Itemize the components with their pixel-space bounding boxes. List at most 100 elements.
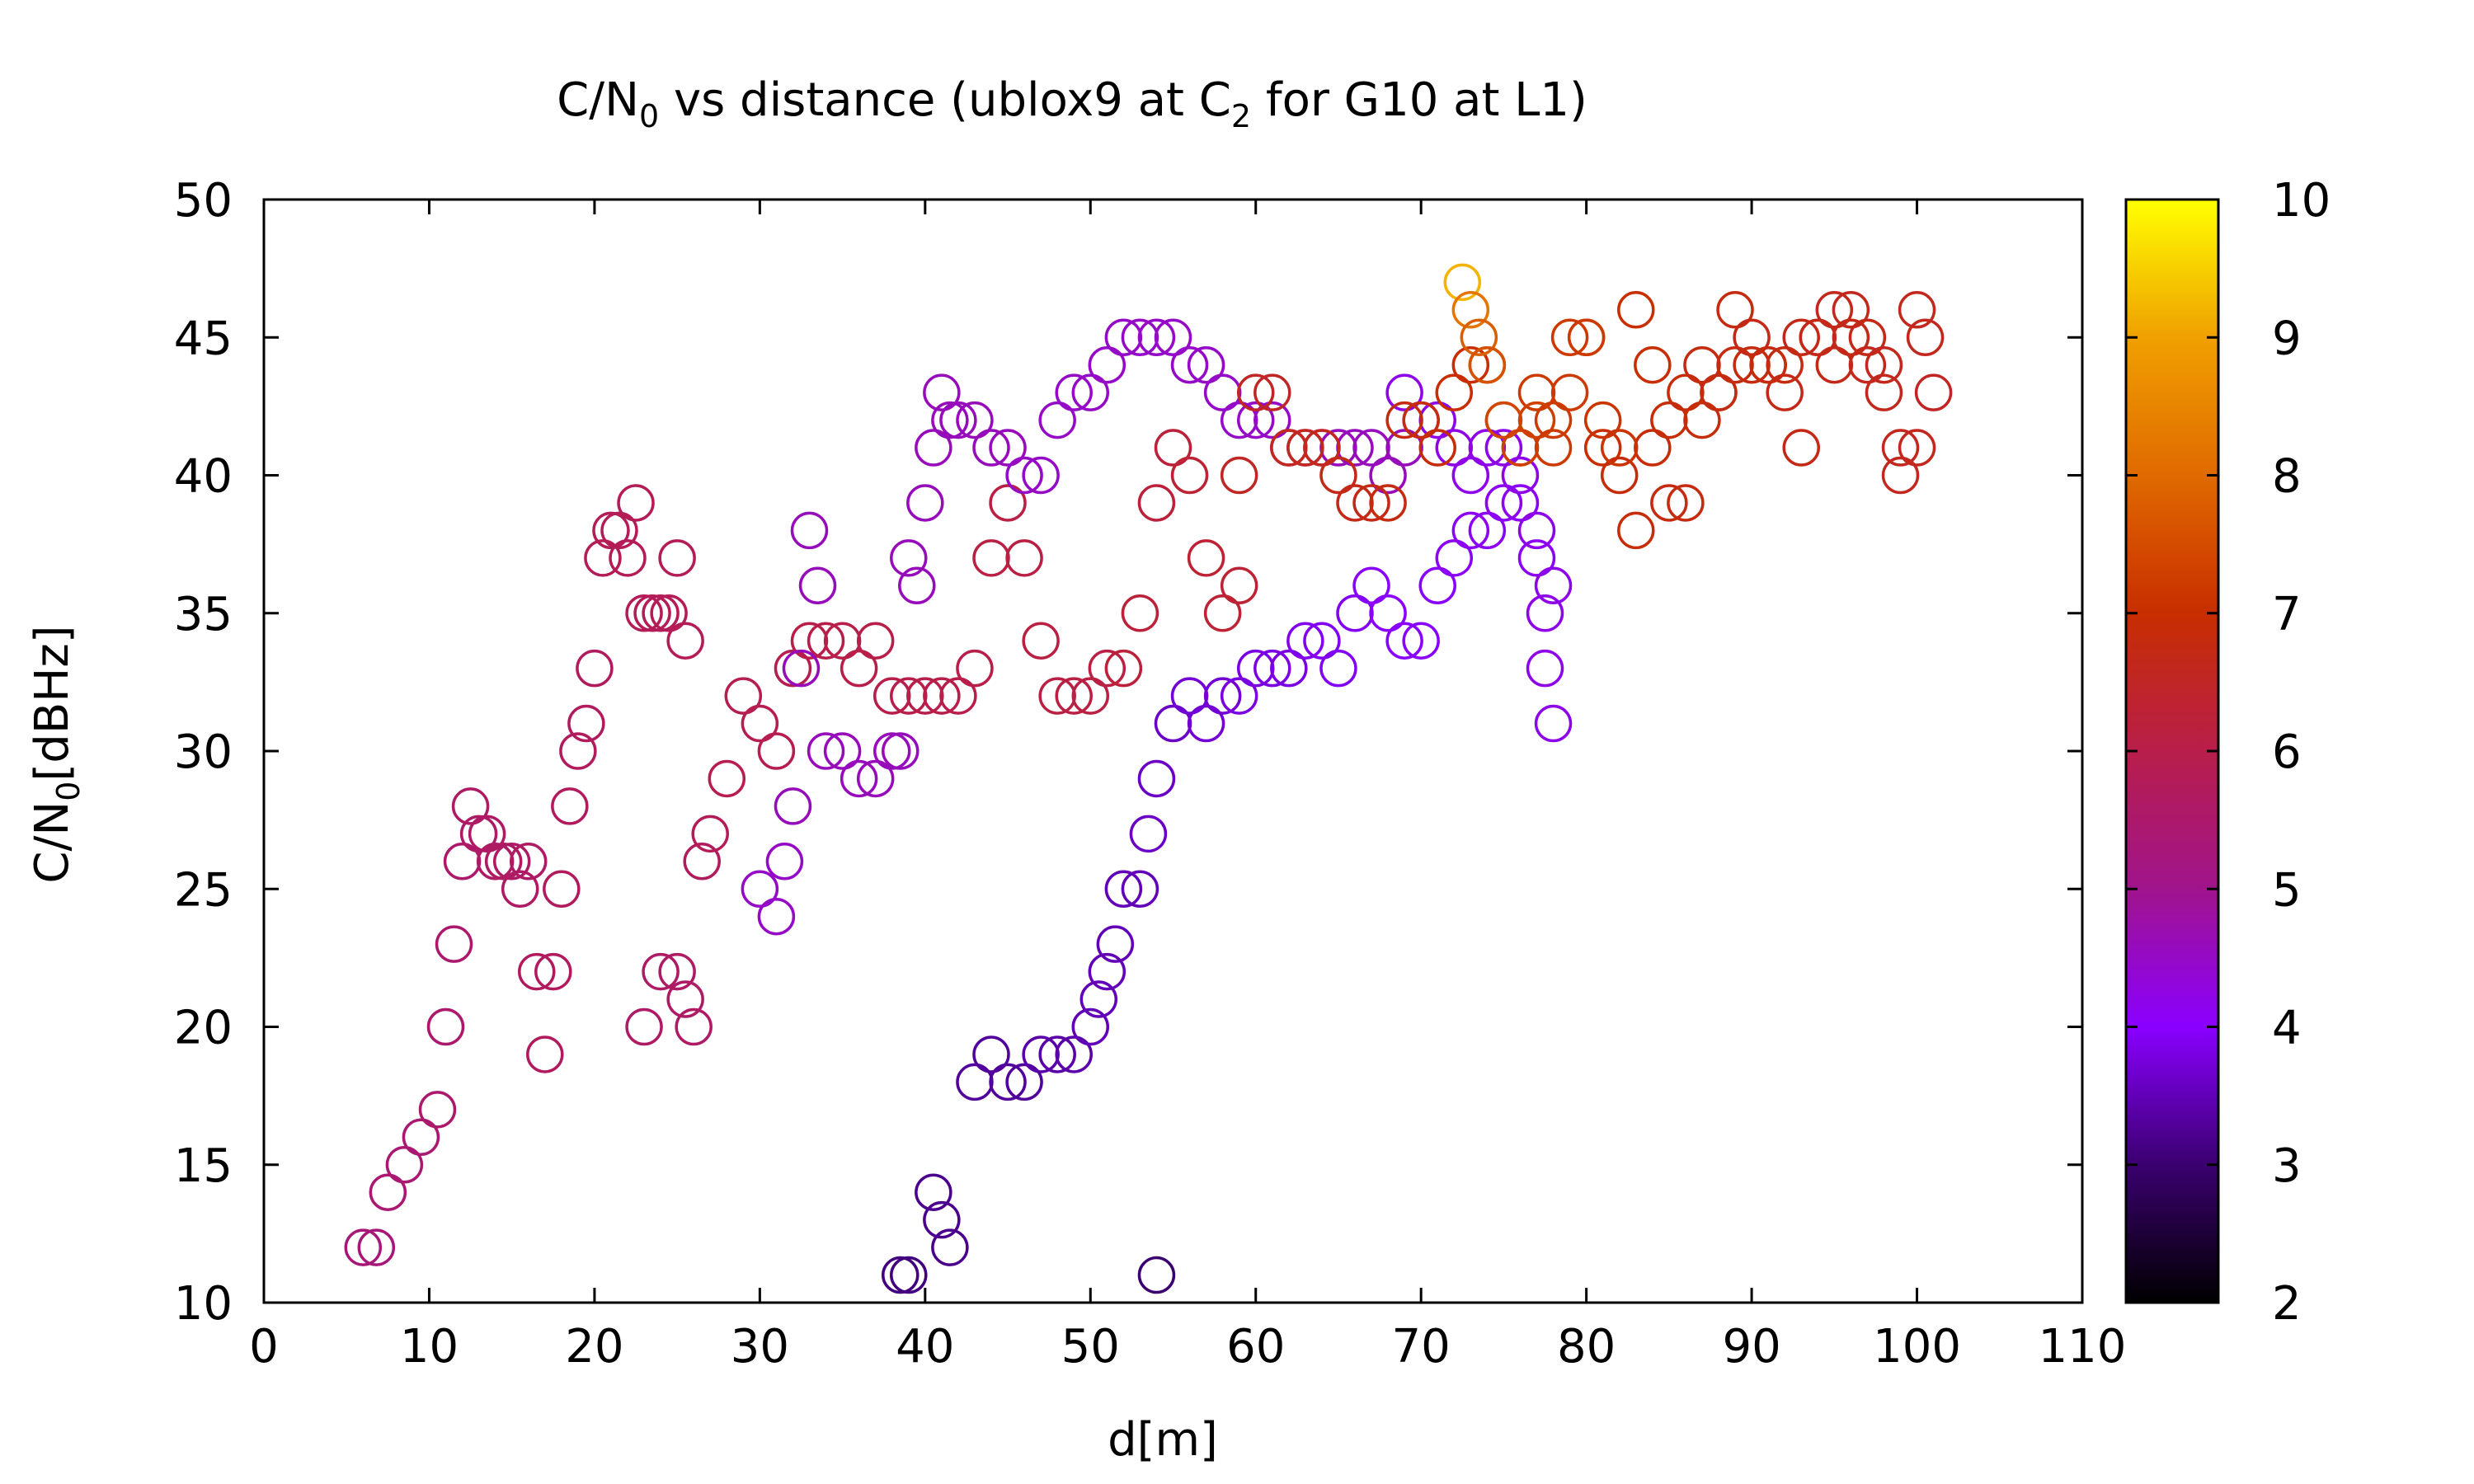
data-point xyxy=(1104,870,1143,908)
x-tick-label: 50 xyxy=(1061,1320,1120,1374)
data-point xyxy=(1898,291,1936,329)
data-point xyxy=(1567,318,1606,356)
data-point xyxy=(584,539,622,577)
data-point xyxy=(1038,677,1076,715)
data-point xyxy=(939,677,977,715)
data-point xyxy=(600,511,638,550)
data-point xyxy=(840,759,878,798)
data-point xyxy=(1104,318,1143,356)
data-point xyxy=(1484,484,1523,522)
data-point xyxy=(1501,456,1540,495)
data-point xyxy=(658,539,696,577)
data-points xyxy=(344,263,1953,1294)
y-tick-label: 30 xyxy=(174,726,233,779)
data-point xyxy=(1385,429,1423,467)
data-point xyxy=(1088,952,1126,991)
data-point xyxy=(1484,429,1523,467)
data-point xyxy=(1865,373,1903,411)
data-point xyxy=(1121,594,1159,632)
colorbar: 2 3 4 5 6 7 8 9 10 xyxy=(2124,174,2331,1331)
data-point xyxy=(1369,484,1407,522)
data-point xyxy=(1906,318,1945,356)
data-point xyxy=(518,952,556,991)
data-point xyxy=(369,1173,407,1211)
data-point xyxy=(1600,456,1639,495)
data-point xyxy=(1220,456,1258,495)
data-point xyxy=(625,594,663,632)
data-point xyxy=(650,594,688,632)
data-point xyxy=(1914,373,1953,411)
data-point xyxy=(1634,345,1672,384)
data-point xyxy=(790,511,829,550)
x-tick-label: 110 xyxy=(2039,1320,2127,1374)
x-tick-label: 80 xyxy=(1557,1320,1616,1374)
colorbar-tick-label: 7 xyxy=(2272,588,2302,641)
data-point xyxy=(790,622,829,660)
data-point xyxy=(592,511,630,550)
data-point xyxy=(972,1036,1010,1073)
data-point xyxy=(906,484,944,522)
data-point xyxy=(1104,649,1143,688)
data-point xyxy=(923,373,961,411)
data-point xyxy=(1220,677,1258,715)
data-point xyxy=(1534,429,1573,467)
data-point xyxy=(435,925,473,963)
data-point xyxy=(1071,1007,1110,1046)
data-point xyxy=(534,952,572,991)
data-point xyxy=(526,1036,564,1073)
data-point xyxy=(823,622,862,660)
data-point xyxy=(823,732,862,770)
data-point xyxy=(1170,677,1209,715)
data-point xyxy=(1129,815,1168,853)
x-axis-label: d[m] xyxy=(1108,1413,1218,1467)
y-label-subscript: 0 xyxy=(50,782,87,801)
data-point xyxy=(1733,345,1771,384)
data-point xyxy=(617,484,655,522)
data-point xyxy=(890,539,928,577)
data-point xyxy=(675,1007,713,1046)
data-point xyxy=(1484,401,1523,439)
y-tick-label: 20 xyxy=(174,1002,233,1055)
data-point xyxy=(1220,566,1258,605)
data-point xyxy=(1055,373,1093,411)
title-part-main: C/N xyxy=(557,73,639,127)
colorbar-tick-label: 10 xyxy=(2272,174,2331,228)
data-point xyxy=(931,1228,969,1266)
data-point xyxy=(1468,345,1507,384)
data-point xyxy=(882,1256,920,1294)
data-point xyxy=(1253,401,1291,439)
title-subscript-2: 2 xyxy=(1231,98,1251,134)
data-point xyxy=(774,787,812,825)
data-point xyxy=(972,429,1010,467)
data-point xyxy=(1022,1036,1060,1073)
chart-title: C/N0 vs distance (ublox9 at C2 for G10 a… xyxy=(557,73,1587,134)
data-point xyxy=(915,1173,952,1211)
data-point xyxy=(956,401,994,439)
x-tick-label: 60 xyxy=(1226,1320,1285,1374)
data-point xyxy=(1898,429,1936,467)
data-point xyxy=(1088,345,1126,384)
data-point xyxy=(807,622,845,660)
data-point xyxy=(1550,318,1589,356)
data-point xyxy=(1038,401,1076,439)
data-point xyxy=(1435,429,1474,467)
colorbar-tick-label: 4 xyxy=(2272,1002,2302,1055)
data-point xyxy=(1005,456,1043,495)
data-point xyxy=(1154,704,1192,743)
data-point xyxy=(691,815,729,853)
title-part-tail: for G10 at L1) xyxy=(1251,73,1587,127)
data-point xyxy=(402,1118,440,1157)
data-point xyxy=(1187,539,1225,577)
data-point xyxy=(1460,318,1498,356)
x-tick-label: 10 xyxy=(400,1320,459,1374)
data-point xyxy=(890,1256,928,1294)
data-point xyxy=(1369,594,1407,632)
data-point xyxy=(1435,373,1474,411)
data-point xyxy=(1526,594,1564,632)
x-tick-label: 40 xyxy=(896,1320,954,1374)
data-point xyxy=(1121,318,1159,356)
data-point xyxy=(757,732,796,770)
data-point xyxy=(559,732,597,770)
data-point xyxy=(931,401,969,439)
title-subscript-0: 0 xyxy=(639,98,659,134)
